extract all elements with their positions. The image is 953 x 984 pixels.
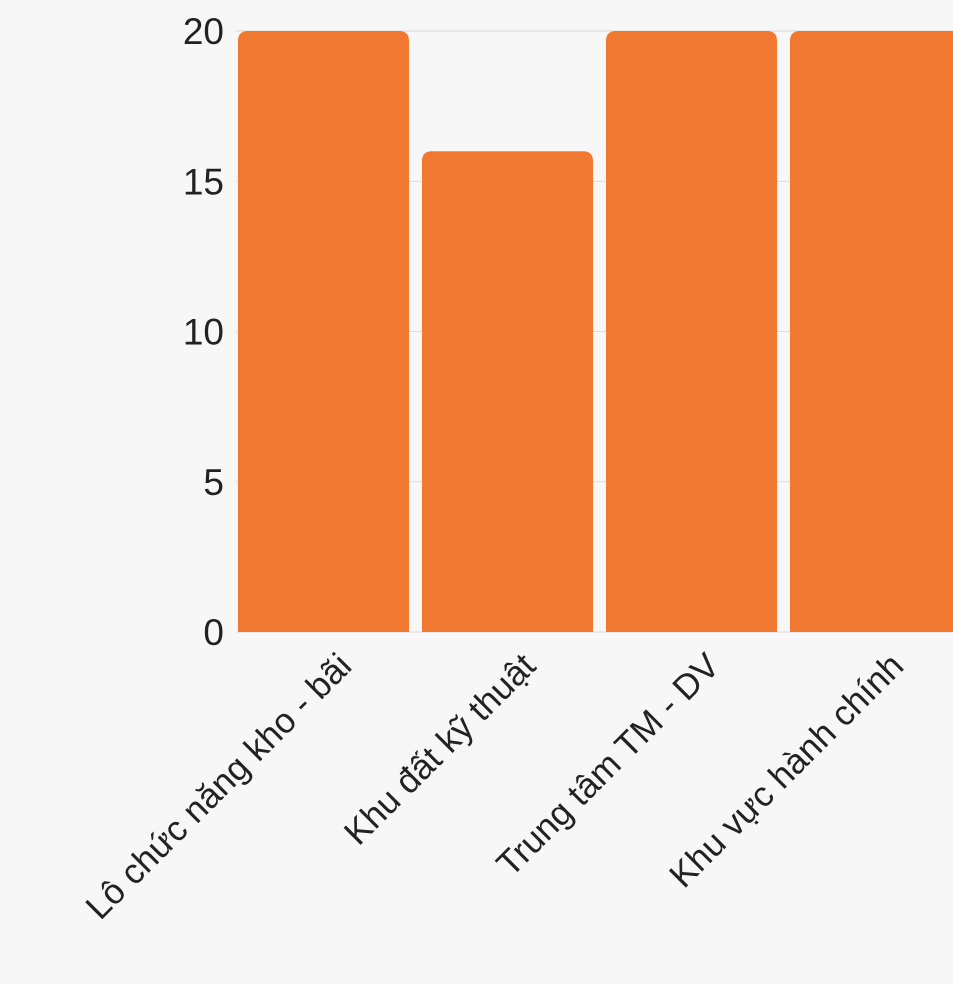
bar-2 xyxy=(422,151,593,632)
y-tick-label-20: 20 xyxy=(183,11,224,52)
bar-3 xyxy=(606,31,777,632)
x-tick-label-2: Khu đất kỹ thuật xyxy=(337,646,544,853)
y-tick-label-15: 15 xyxy=(183,161,224,202)
y-tick-label-0: 0 xyxy=(203,612,224,653)
y-axis: 0 5 10 15 20 xyxy=(183,11,224,653)
x-tick-label-1: Lô chức năng kho - bãi xyxy=(78,646,359,927)
y-tick-label-10: 10 xyxy=(183,312,224,353)
bar-4 xyxy=(790,31,953,632)
bar-1 xyxy=(238,31,409,632)
y-tick-label-5: 5 xyxy=(203,462,224,503)
bars xyxy=(238,31,953,632)
